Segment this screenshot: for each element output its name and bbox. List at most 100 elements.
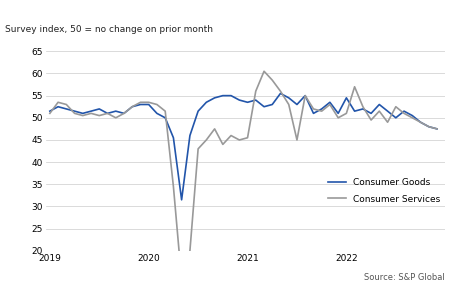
Consumer Goods [47, 109, 53, 113]
Consumer Services [409, 116, 415, 119]
Consumer Goods [418, 121, 423, 124]
Line: Consumer Goods: Consumer Goods [50, 93, 437, 200]
Consumer Goods [434, 127, 440, 131]
Text: Source: S&P Global: Source: S&P Global [364, 273, 445, 282]
Consumer Services [96, 114, 102, 117]
Consumer Goods [344, 96, 349, 99]
Consumer Goods [352, 109, 358, 113]
Consumer Services [302, 94, 308, 97]
Consumer Services [278, 89, 283, 93]
Consumer Services [204, 138, 209, 142]
Consumer Goods [311, 112, 316, 115]
Consumer Services [113, 116, 118, 119]
Text: Survey index, 50 = no change on prior month: Survey index, 50 = no change on prior mo… [5, 25, 213, 34]
Consumer Goods [162, 116, 168, 119]
Consumer Services [294, 138, 300, 142]
Consumer Goods [286, 96, 291, 99]
Consumer Goods [105, 112, 110, 115]
Consumer Goods [196, 109, 201, 113]
Consumer Services [55, 101, 61, 104]
Consumer Services [344, 112, 349, 115]
Consumer Goods [179, 198, 185, 201]
Consumer Goods [245, 101, 250, 104]
Consumer Services [146, 101, 151, 104]
Consumer Services [80, 114, 85, 117]
Consumer Goods [88, 109, 94, 113]
Consumer Goods [294, 103, 300, 106]
Consumer Goods [72, 109, 77, 113]
Consumer Goods [171, 136, 176, 139]
Consumer Services [261, 70, 267, 73]
Consumer Services [360, 105, 366, 108]
Consumer Services [434, 127, 440, 131]
Consumer Goods [138, 103, 143, 106]
Consumer Services [187, 249, 193, 253]
Consumer Goods [376, 103, 382, 106]
Legend: Consumer Goods, Consumer Services: Consumer Goods, Consumer Services [328, 178, 441, 203]
Consumer Services [319, 109, 325, 113]
Consumer Services [253, 89, 258, 93]
Consumer Services [138, 101, 143, 104]
Consumer Goods [368, 112, 374, 115]
Consumer Goods [80, 112, 85, 115]
Consumer Services [286, 103, 291, 106]
Consumer Services [72, 112, 77, 115]
Consumer Goods [146, 103, 151, 106]
Consumer Services [171, 185, 176, 188]
Consumer Services [64, 103, 69, 106]
Consumer Goods [426, 125, 431, 128]
Consumer Goods [393, 116, 398, 119]
Consumer Goods [96, 107, 102, 111]
Consumer Services [245, 136, 250, 139]
Consumer Goods [154, 112, 160, 115]
Consumer Goods [253, 98, 258, 102]
Consumer Goods [401, 109, 407, 113]
Consumer Goods [261, 105, 267, 108]
Consumer Services [269, 78, 275, 82]
Consumer Goods [302, 94, 308, 97]
Consumer Goods [278, 92, 283, 95]
Consumer Services [352, 85, 358, 88]
Consumer Goods [129, 105, 135, 108]
Consumer Goods [409, 114, 415, 117]
Consumer Goods [269, 103, 275, 106]
Consumer Goods [64, 107, 69, 111]
Consumer Goods [336, 112, 341, 115]
Consumer Services [393, 105, 398, 108]
Line: Consumer Services: Consumer Services [50, 71, 437, 280]
Consumer Services [368, 118, 374, 122]
Consumer Services [376, 109, 382, 113]
Consumer Goods [360, 107, 366, 111]
Consumer Goods [236, 98, 242, 102]
Consumer Goods [55, 105, 61, 108]
Consumer Goods [212, 96, 218, 99]
Consumer Services [228, 134, 234, 137]
Consumer Services [121, 112, 127, 115]
Consumer Services [212, 127, 218, 131]
Consumer Goods [228, 94, 234, 97]
Consumer Goods [204, 101, 209, 104]
Consumer Services [154, 103, 160, 106]
Consumer Goods [319, 107, 325, 111]
Consumer Services [336, 116, 341, 119]
Consumer Services [385, 121, 390, 124]
Consumer Services [311, 107, 316, 111]
Consumer Goods [385, 109, 390, 113]
Consumer Services [418, 121, 423, 124]
Consumer Services [236, 138, 242, 142]
Consumer Services [401, 112, 407, 115]
Consumer Services [105, 112, 110, 115]
Consumer Services [88, 112, 94, 115]
Consumer Goods [121, 112, 127, 115]
Consumer Goods [327, 101, 333, 104]
Consumer Goods [187, 134, 193, 137]
Consumer Services [196, 147, 201, 150]
Consumer Services [162, 109, 168, 113]
Consumer Goods [220, 94, 225, 97]
Consumer Services [179, 278, 185, 282]
Consumer Services [47, 112, 53, 115]
Consumer Services [220, 143, 225, 146]
Consumer Services [327, 103, 333, 106]
Consumer Goods [113, 109, 118, 113]
Consumer Services [426, 125, 431, 128]
